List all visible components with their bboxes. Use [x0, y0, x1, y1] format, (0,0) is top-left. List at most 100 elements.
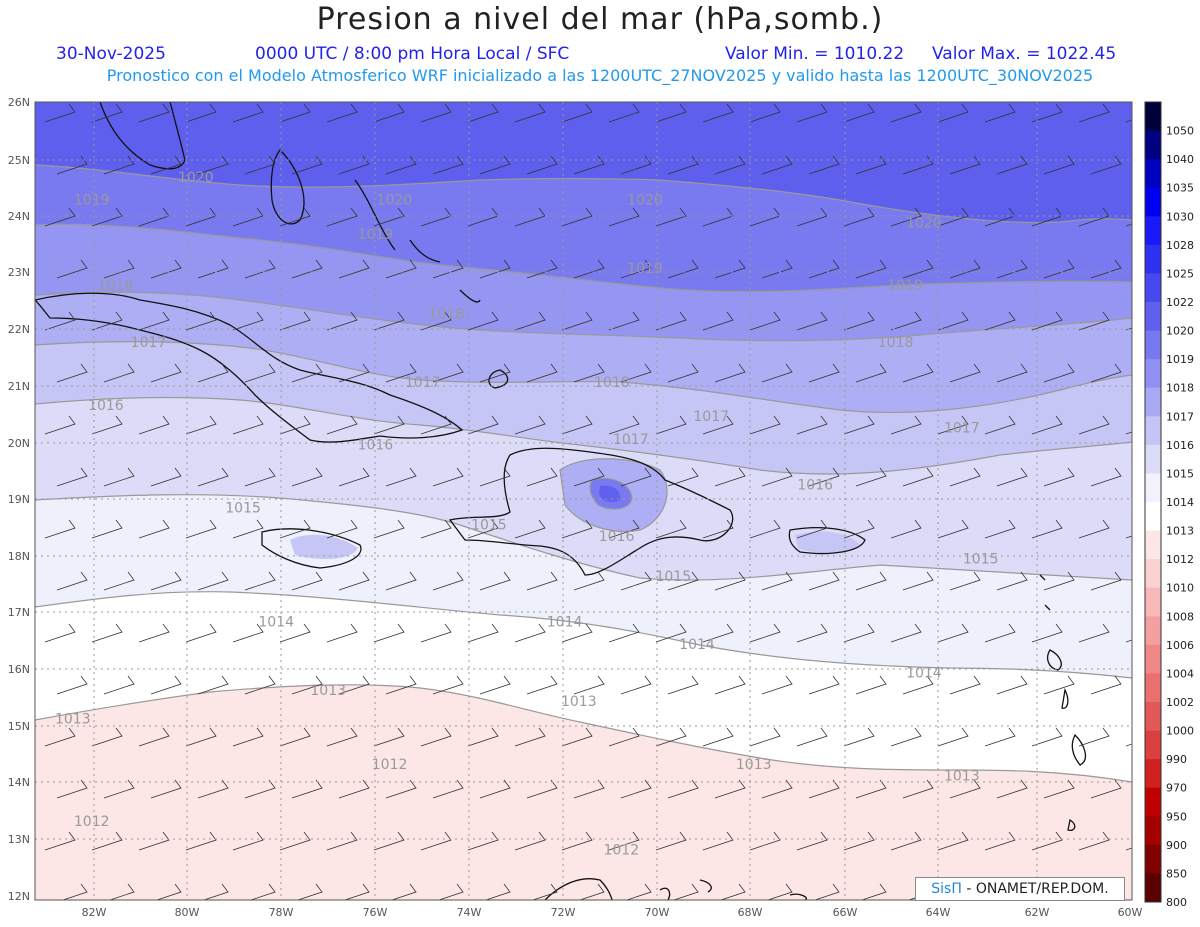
wind-barb	[338, 675, 370, 695]
wind-barb	[902, 779, 934, 799]
legend-swatch	[1145, 473, 1161, 503]
wind-barb	[1031, 623, 1063, 643]
wind-barb	[437, 883, 464, 900]
wind-barb	[949, 571, 981, 591]
lon-label: 76W	[363, 906, 388, 919]
wind-barb	[420, 311, 452, 331]
wind-barb	[761, 675, 793, 695]
wind-barb	[338, 779, 370, 799]
wind-barb	[1090, 779, 1122, 799]
wind-barb	[467, 623, 499, 643]
legend-swatch	[1145, 702, 1161, 732]
value-max: Valor Max. = 1022.45	[932, 44, 1117, 64]
lon-label: 70W	[645, 906, 670, 919]
legend-label: 1025	[1166, 267, 1194, 280]
lat-label: 13N	[8, 833, 30, 846]
wind-barb	[573, 571, 605, 591]
wind-barb	[890, 519, 922, 539]
wind-barb	[1043, 779, 1075, 799]
wind-barb	[561, 831, 593, 851]
wind-barb	[291, 259, 323, 279]
wind-barb	[702, 727, 734, 747]
wind-barb	[138, 831, 170, 851]
wind-barb	[91, 415, 123, 435]
legend-swatch	[1145, 673, 1161, 703]
wind-barb	[1090, 259, 1122, 279]
wind-barb	[796, 415, 828, 435]
wind-barb	[244, 779, 276, 799]
wind-barb	[420, 519, 452, 539]
wind-barb	[197, 779, 229, 799]
legend-swatch	[1145, 816, 1161, 846]
lon-label: 80W	[175, 906, 200, 919]
wind-barb	[44, 311, 76, 331]
wind-barb	[56, 467, 88, 487]
wind-barb	[385, 155, 417, 175]
wind-barb	[44, 103, 76, 123]
sispi-logo: SisΠ	[931, 881, 962, 897]
wind-barb	[44, 623, 76, 643]
wind-barb	[902, 363, 934, 383]
credit-box: SisΠ - ONAMET/REP.DOM.	[915, 877, 1125, 901]
wind-barb	[890, 207, 922, 227]
low-center-core2	[599, 485, 621, 502]
wind-barb	[244, 571, 276, 591]
wind-barb	[244, 259, 276, 279]
wind-barb	[526, 571, 558, 591]
wind-barb	[608, 103, 640, 123]
wind-barb	[949, 675, 981, 695]
wind-barb	[655, 623, 687, 643]
lat-label: 24N	[8, 210, 30, 223]
legend-label: 1008	[1166, 610, 1194, 623]
wind-barb	[185, 727, 217, 747]
wind-barb	[420, 727, 452, 747]
wind-barb	[61, 883, 88, 900]
wind-barb	[714, 363, 746, 383]
legend-swatch	[1145, 359, 1161, 389]
wind-barb	[291, 571, 323, 591]
wind-barb	[91, 831, 123, 851]
legend-swatch	[1145, 559, 1161, 589]
wind-barb	[326, 311, 358, 331]
wind-barb	[479, 675, 511, 695]
wind-barb	[432, 155, 464, 175]
contour-label: 1020	[627, 193, 663, 209]
contour-label: 1016	[358, 438, 394, 454]
wind-barb	[1031, 415, 1063, 435]
legend-swatch	[1145, 216, 1161, 246]
wind-barb	[1043, 675, 1075, 695]
wind-barb	[1078, 103, 1110, 123]
wind-barb	[526, 155, 558, 175]
lon-label: 74W	[457, 906, 482, 919]
wind-barb	[432, 259, 464, 279]
wind-barb	[526, 363, 558, 383]
contour-label: 1017	[131, 335, 167, 351]
legend-swatch	[1145, 530, 1161, 560]
wind-barb	[1078, 311, 1110, 331]
contour-label: 1019	[887, 278, 923, 294]
wind-barb	[150, 259, 182, 279]
wind-barb	[150, 675, 182, 695]
lat-label: 19N	[8, 493, 30, 506]
legend-label: 990	[1166, 753, 1187, 766]
wind-barb	[808, 467, 840, 487]
contour-label: 1019	[358, 227, 394, 243]
legend-label: 1019	[1166, 353, 1194, 366]
wind-barb	[138, 519, 170, 539]
wind-barb	[843, 623, 875, 643]
wind-barb	[103, 155, 135, 175]
wind-barb	[714, 571, 746, 591]
wind-barb	[103, 363, 135, 383]
wind-barb	[155, 883, 182, 900]
contour-label: 1012	[603, 842, 639, 858]
wind-barb	[808, 155, 840, 175]
contour-label: 1015	[225, 500, 261, 516]
wind-barb	[1078, 831, 1110, 851]
wind-barb	[843, 727, 875, 747]
contour-label: 1016	[88, 398, 124, 414]
wind-barb	[103, 571, 135, 591]
contour-label: 1014	[547, 614, 583, 630]
wind-barb	[291, 467, 323, 487]
wind-barb	[326, 415, 358, 435]
wind-barb	[996, 155, 1028, 175]
